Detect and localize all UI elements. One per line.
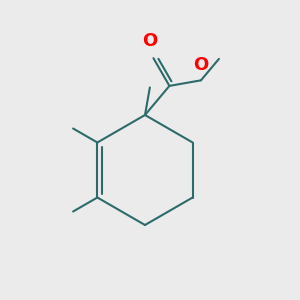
Text: O: O [193,56,208,74]
Text: O: O [142,32,157,50]
